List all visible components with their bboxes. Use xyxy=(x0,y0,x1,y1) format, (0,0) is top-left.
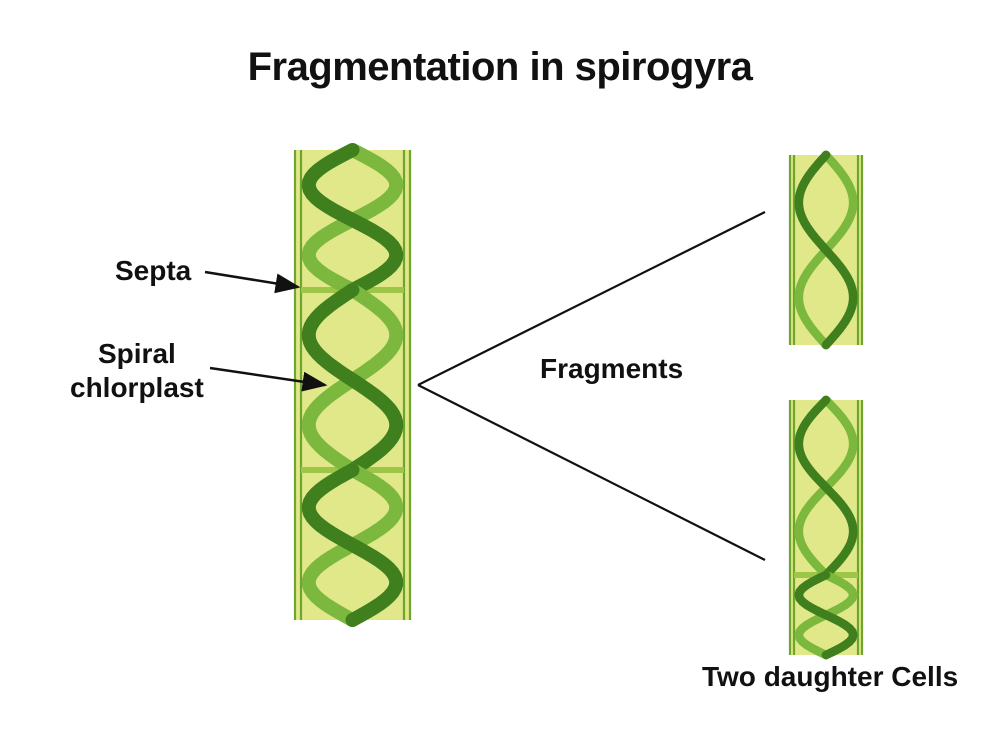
label-spiral-line1: Spiral xyxy=(98,338,176,369)
label-septa: Septa xyxy=(115,254,191,288)
label-spiral-chloroplast: Spiral chlorplast xyxy=(70,337,204,404)
daughter-filament-bottom xyxy=(790,400,862,655)
arrow-septa xyxy=(205,272,298,287)
label-spiral-line2: chlorplast xyxy=(70,372,204,403)
parent-filament xyxy=(295,150,410,620)
label-fragments: Fragments xyxy=(540,352,683,386)
daughter-filament-top xyxy=(790,155,862,345)
leader-line-bottom xyxy=(418,385,765,560)
label-two-daughter-cells: Two daughter Cells xyxy=(702,660,958,694)
